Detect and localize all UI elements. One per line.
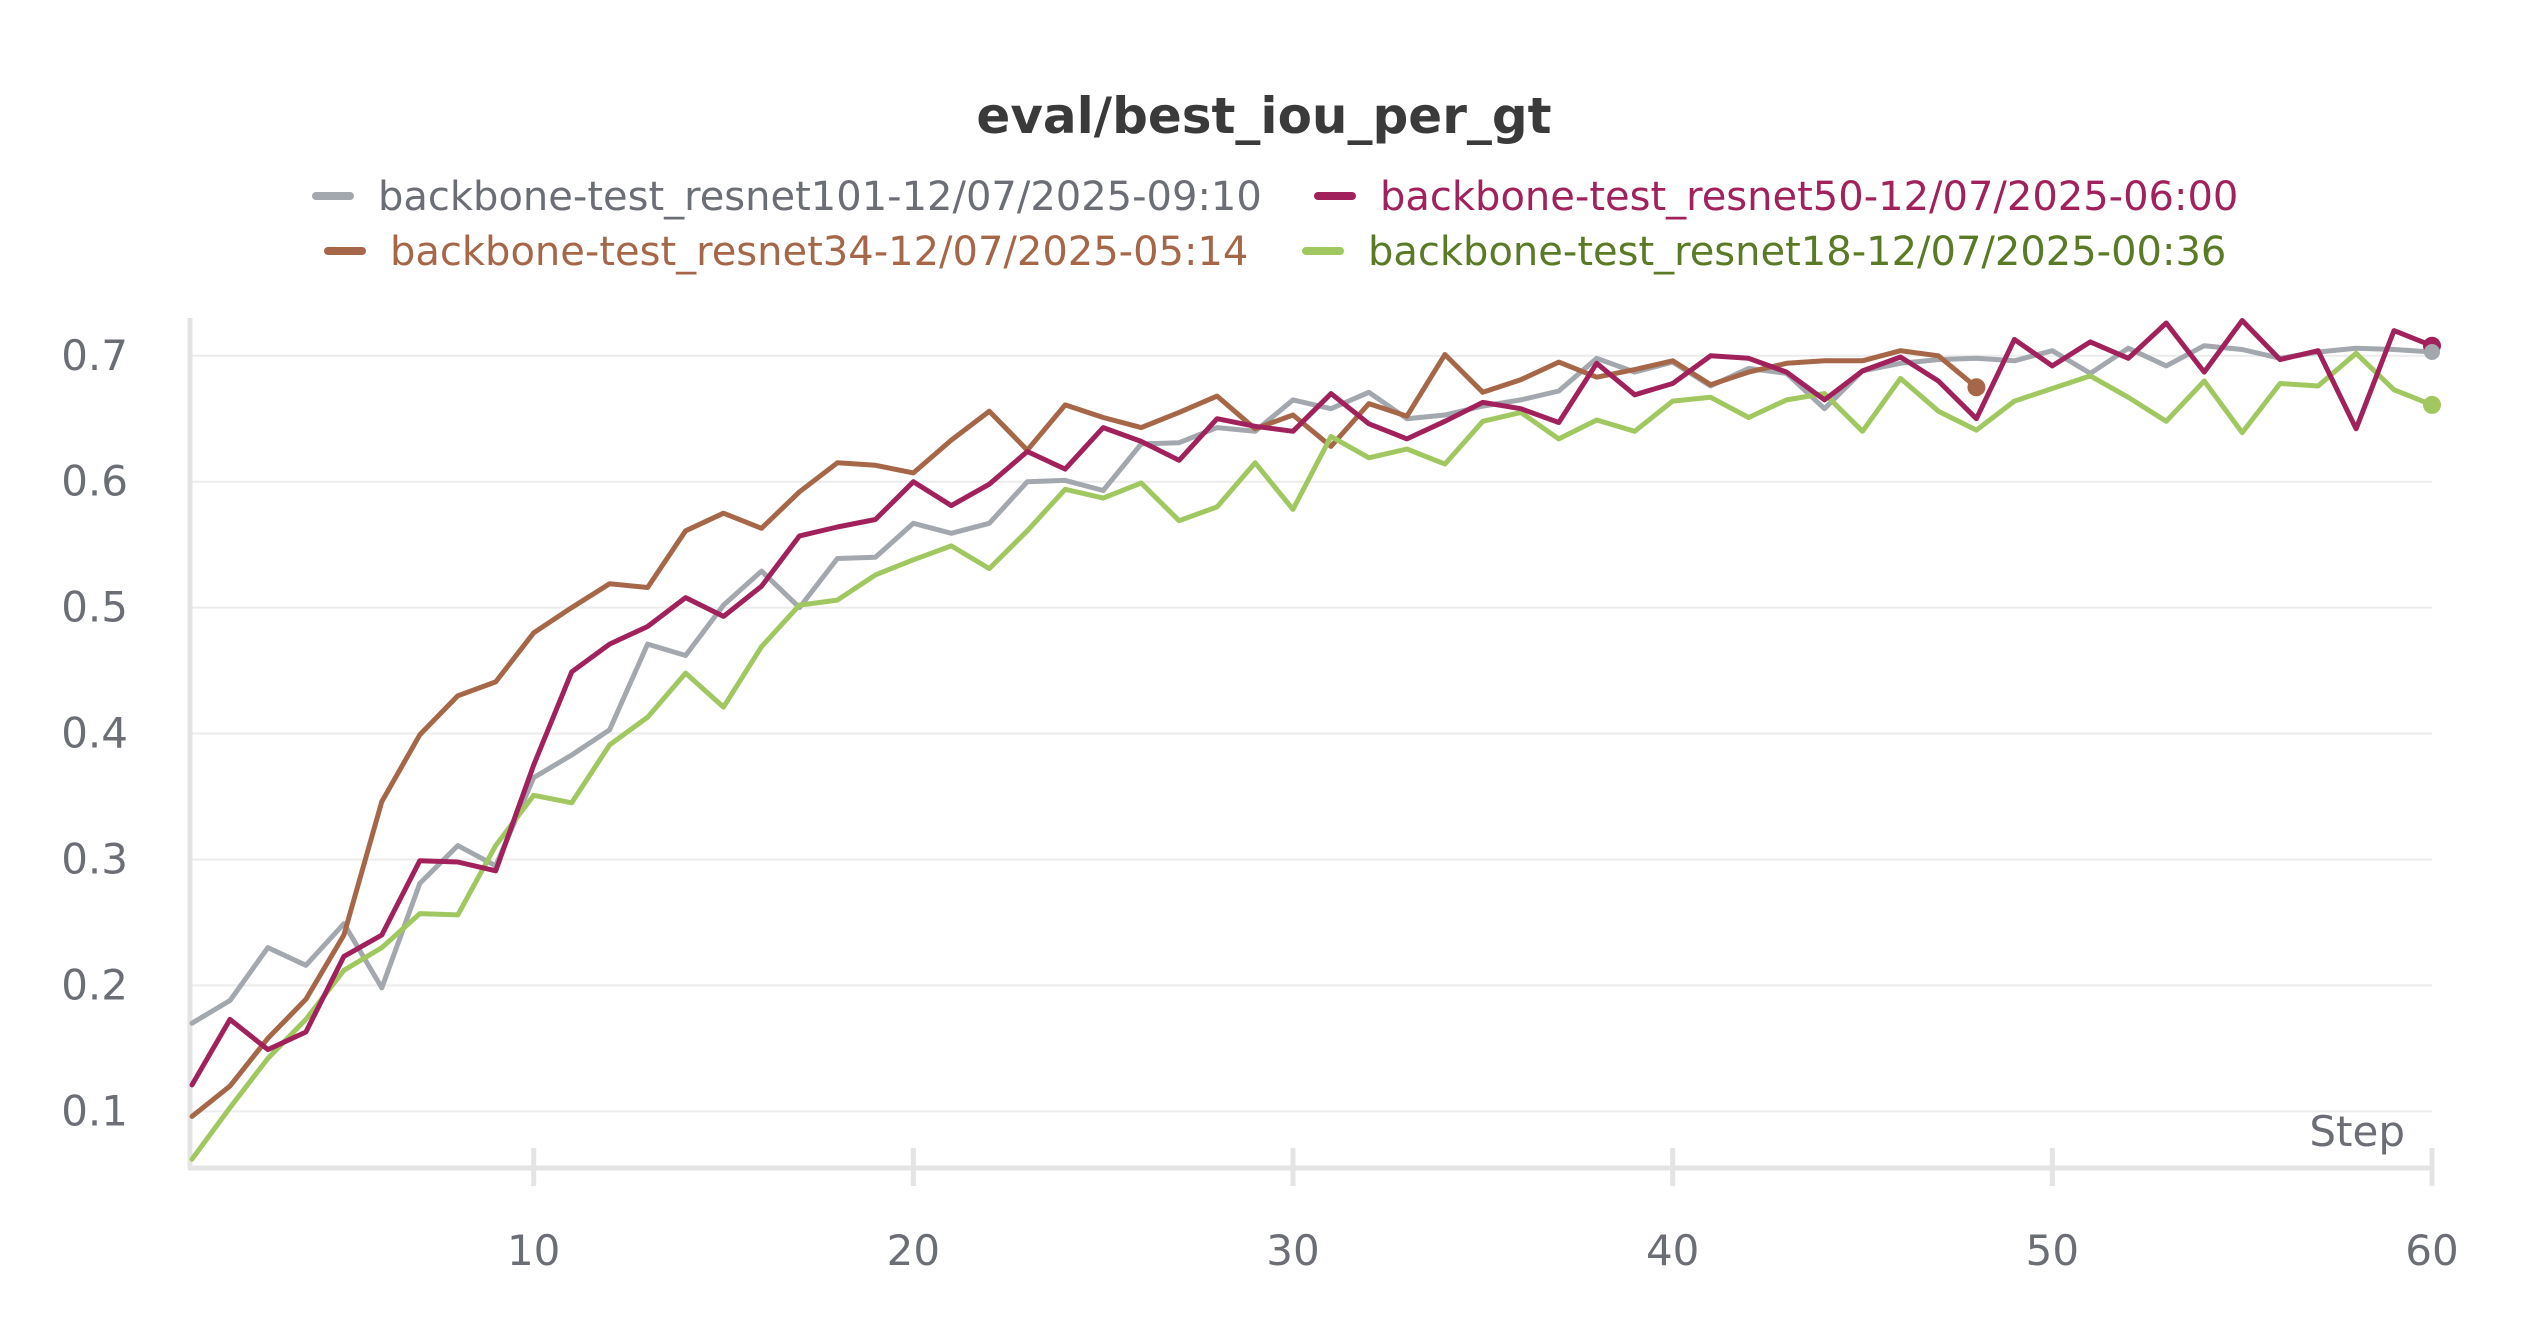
- y-tick-label: 0.6: [61, 457, 128, 506]
- y-tick-label: 0.3: [61, 834, 128, 883]
- y-tick-label: 0.4: [61, 709, 128, 758]
- x-tick-label: 20: [887, 1226, 940, 1275]
- series-end-point-resnet18: [2423, 395, 2441, 414]
- legend-item-resnet101[interactable]: backbone-test_resnet101-12/07/2025-09:10: [312, 174, 1262, 220]
- x-tick-label: 60: [2405, 1226, 2458, 1275]
- x-axis-label: Step: [2309, 1107, 2405, 1156]
- y-tick-label: 0.7: [61, 331, 128, 380]
- x-tick-label: 10: [507, 1226, 560, 1275]
- series-end-point-resnet101: [2424, 344, 2440, 360]
- y-tick-label: 0.5: [61, 583, 128, 632]
- series-line-resnet50: [189, 318, 2435, 1088]
- axes: [187, 318, 2432, 1171]
- series-line-resnet18: [189, 350, 2435, 1162]
- series-end-point-resnet34: [1967, 378, 1986, 397]
- series-line-resnet101: [189, 343, 2435, 1026]
- y-ticks: 0.1 0.2 0.3 0.4 0.5 0.6 0.7: [61, 331, 128, 1136]
- x-tick-label: 50: [2026, 1226, 2079, 1275]
- x-tick-label: 40: [1646, 1226, 1699, 1275]
- y-tick-label: 0.2: [61, 960, 128, 1009]
- legend-label-resnet101: backbone-test_resnet101-12/07/2025-09:10: [378, 174, 1262, 220]
- series-group: [189, 318, 2441, 1162]
- chart-title: eval/best_iou_per_gt: [976, 87, 1551, 145]
- x-ticks: 10 20 30 40 50 60: [507, 1148, 2459, 1275]
- legend-item-resnet18[interactable]: backbone-test_resnet18-12/07/2025-00:36: [1302, 229, 2226, 275]
- legend-item-resnet50[interactable]: backbone-test_resnet50-12/07/2025-06:00: [1314, 174, 2238, 220]
- series-line-resnet34: [189, 348, 1979, 1119]
- legend: backbone-test_resnet101-12/07/2025-09:10…: [312, 174, 2238, 275]
- legend-label-resnet18: backbone-test_resnet18-12/07/2025-00:36: [1368, 229, 2226, 275]
- y-tick-label: 0.1: [61, 1086, 128, 1135]
- grid: [192, 354, 2432, 1113]
- legend-item-resnet34[interactable]: backbone-test_resnet34-12/07/2025-05:14: [324, 229, 1248, 275]
- x-tick-label: 30: [1266, 1226, 1319, 1275]
- legend-label-resnet34: backbone-test_resnet34-12/07/2025-05:14: [390, 229, 1248, 275]
- legend-label-resnet50: backbone-test_resnet50-12/07/2025-06:00: [1380, 174, 2238, 220]
